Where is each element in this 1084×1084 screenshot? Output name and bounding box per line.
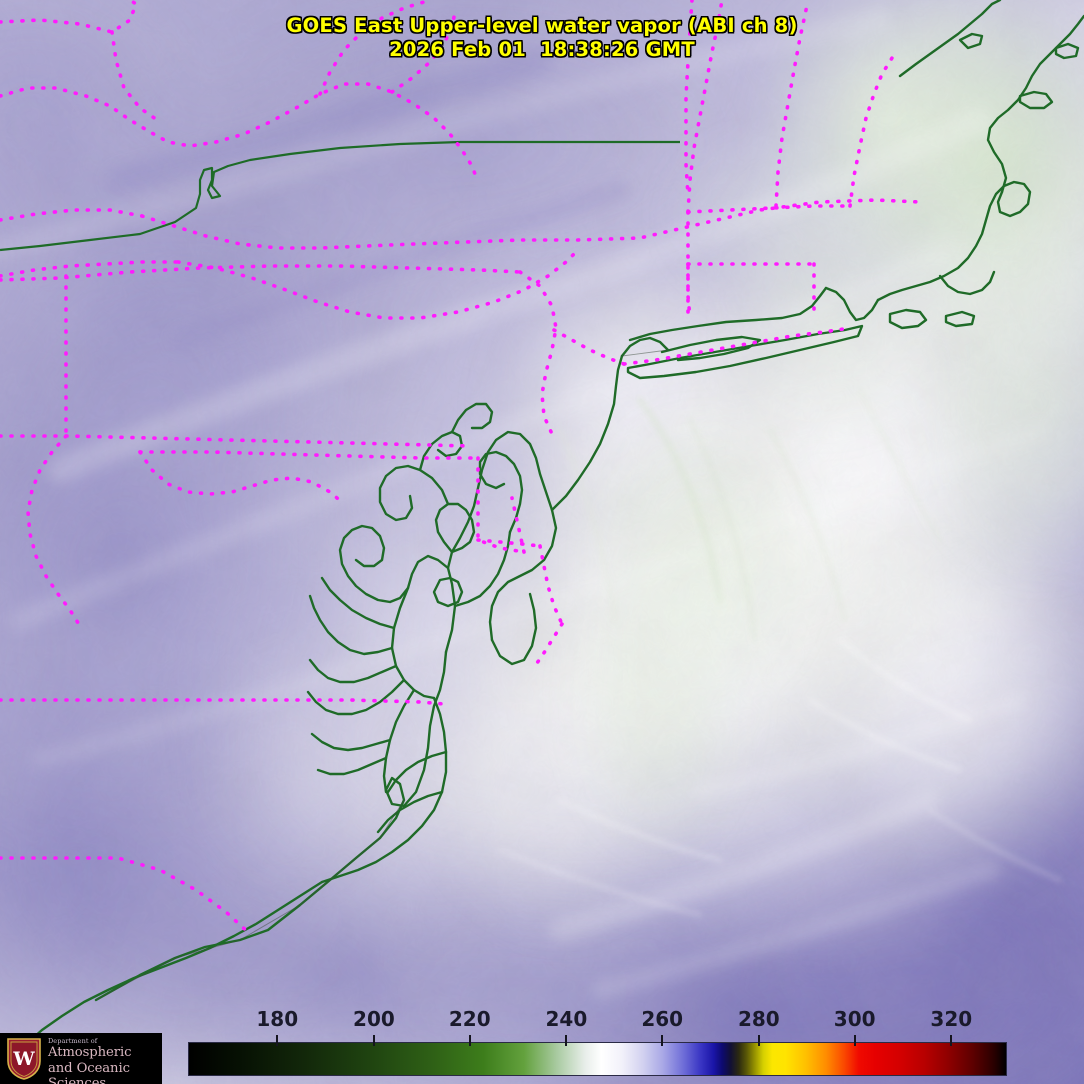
colorbar-tick-label: 280 bbox=[737, 1007, 780, 1031]
colorbar-tick-label: 260 bbox=[641, 1007, 684, 1031]
colorbar-tick-label: 240 bbox=[545, 1007, 588, 1031]
colorbar-tick-marks bbox=[188, 1035, 1007, 1047]
logo-department-line: Department of bbox=[48, 1037, 98, 1045]
colorbar-tick-mark bbox=[372, 1035, 375, 1046]
state-border-overlay bbox=[0, 0, 922, 936]
colorbar-gradient-strip bbox=[188, 1042, 1007, 1076]
uw-aos-logo: W Department of Atmospheric and Oceanic … bbox=[0, 1033, 162, 1084]
colorbar-tick-mark bbox=[276, 1035, 279, 1046]
colorbar-tick-label: 320 bbox=[930, 1007, 973, 1031]
colorbar-tick-mark bbox=[950, 1035, 953, 1046]
svg-text:W: W bbox=[12, 1048, 35, 1070]
colorbar-tick-mark bbox=[661, 1035, 664, 1046]
colorbar-tick-mark bbox=[468, 1035, 471, 1046]
colorbar-tick-mark bbox=[565, 1035, 568, 1046]
colorbar: 180 200 220 240 260 280 300 320 bbox=[0, 1005, 1084, 1084]
national-border-overlay bbox=[0, 140, 680, 252]
colorbar-tick-mark bbox=[853, 1035, 856, 1046]
uw-crest-shield-icon: W bbox=[7, 1038, 41, 1080]
logo-line-atmospheric: Atmospheric bbox=[48, 1045, 132, 1060]
logo-text-block: Department of Atmospheric and Oceanic Sc… bbox=[48, 1037, 160, 1084]
colorbar-tick-mark bbox=[757, 1035, 760, 1046]
colorbar-tick-label: 180 bbox=[256, 1007, 299, 1031]
colorbar-tick-label: 200 bbox=[353, 1007, 395, 1031]
colorbar-tick-label: 300 bbox=[833, 1007, 876, 1031]
coastline-shadow bbox=[95, 349, 669, 1001]
colorbar-tick-label: 220 bbox=[448, 1007, 491, 1031]
logo-line-oceanic: and Oceanic Sciences bbox=[48, 1060, 130, 1084]
colorbar-tick-labels: 180 200 220 240 260 280 300 320 bbox=[188, 1007, 1007, 1033]
